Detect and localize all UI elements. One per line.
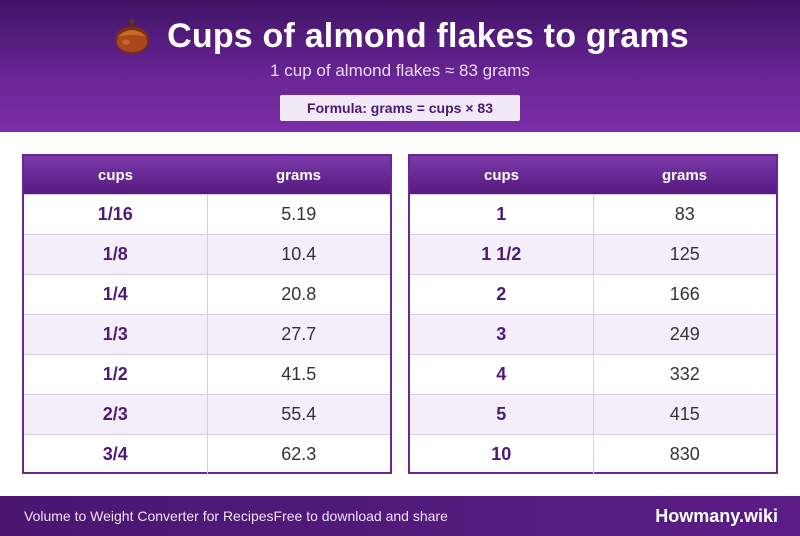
formula-box: Formula: grams = cups × 83 [280,95,520,121]
table-row: 3 249 [410,314,776,354]
cups-cell: 2/3 [24,395,208,434]
conversion-table-right: cups grams 1 83 1 1/2 125 2 166 3 249 4 … [408,154,778,474]
table-row: 1 1/2 125 [410,234,776,274]
table-header: cups grams [24,156,390,194]
table-header: cups grams [410,156,776,194]
grams-cell: 166 [669,284,700,304]
grams-cell: 62.3 [281,444,317,464]
cups-cell: 1/8 [24,235,208,274]
column-header-grams: grams [275,166,322,184]
column-header-cups: cups [97,166,133,184]
page-header: Cups of almond flakes to grams 1 cup of … [0,0,800,132]
cups-cell: 3 [410,315,594,354]
cups-cell: 1/3 [24,315,208,354]
grams-cell: 83 [674,204,695,224]
cups-cell: 3/4 [24,435,208,474]
table-row: 1/16 5.19 [24,194,390,234]
grams-cell: 41.5 [281,364,317,384]
table-row: 3/4 62.3 [24,434,390,474]
cups-cell: 10 [410,435,594,474]
cups-cell: 4 [410,355,594,394]
cups-cell: 1/2 [24,355,208,394]
table-row: 4 332 [410,354,776,394]
cups-cell: 1 1/2 [410,235,594,274]
grams-cell: 332 [669,364,700,384]
grams-cell: 55.4 [281,404,317,424]
page-subtitle: 1 cup of almond flakes ≈ 83 grams [270,61,530,80]
page-footer: Volume to Weight Converter for Recipes Fr… [0,496,800,536]
table-row: 1/4 20.8 [24,274,390,314]
grams-cell: 125 [669,244,700,264]
cups-cell: 2 [410,275,594,314]
table-row: 2/3 55.4 [24,394,390,434]
grams-cell: 10.4 [281,244,317,264]
cups-cell: 5 [410,395,594,434]
footer-text-converter: Volume to Weight Converter for Recipes [24,508,274,524]
table-row: 1 83 [410,194,776,234]
table-row: 5 415 [410,394,776,434]
table-row: 1/2 41.5 [24,354,390,394]
cups-cell: 1 [410,195,594,234]
table-row: 1/8 10.4 [24,234,390,274]
almond-nut-icon [115,19,150,54]
table-row: 2 166 [410,274,776,314]
grams-cell: 5.19 [281,204,317,224]
table-row: 1/3 27.7 [24,314,390,354]
title-row: Cups of almond flakes to grams [0,14,800,58]
grams-cell: 415 [669,404,700,424]
grams-cell: 27.7 [281,324,317,344]
grams-cell: 20.8 [281,284,317,304]
cups-cell: 1/4 [24,275,208,314]
page-title: Cups of almond flakes to grams [167,16,689,55]
column-header-cups: cups [483,166,519,184]
column-header-grams: grams [661,166,708,184]
footer-text-free: Free to download and share [273,508,448,524]
brand-link[interactable]: Howmany.wiki [655,505,778,526]
grams-cell: 830 [669,444,700,464]
conversion-table-left: cups grams 1/16 5.19 1/8 10.4 1/4 20.8 1… [22,154,392,474]
table-row: 10 830 [410,434,776,474]
cups-cell: 1/16 [24,195,208,234]
grams-cell: 249 [669,324,700,344]
footer-tagline: Volume to Weight Converter for Recipes Fr… [24,496,448,536]
